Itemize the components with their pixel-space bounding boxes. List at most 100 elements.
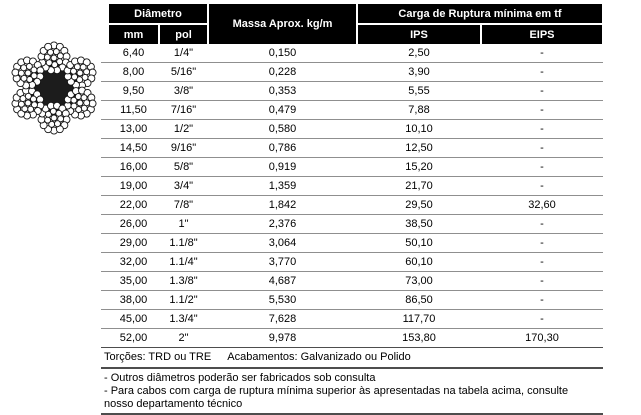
cell-ips: 7,88 xyxy=(408,104,430,116)
cell-pol: 3/8" xyxy=(173,85,194,97)
cell-eips: - xyxy=(540,313,544,325)
table-row: 8,00 5/16" 0,228 3,90 - xyxy=(101,63,603,82)
cell-ips: 15,20 xyxy=(405,161,433,173)
cell-eips: 170,30 xyxy=(525,332,559,344)
cell-mm: 35,00 xyxy=(119,275,148,287)
cell-mm: 52,00 xyxy=(119,332,148,344)
cell-massa: 0,353 xyxy=(268,85,297,97)
cell-mm: 13,00 xyxy=(119,123,148,135)
cell-eips: - xyxy=(540,237,544,249)
cell-eips: - xyxy=(540,85,544,97)
cell-pol: 9/16" xyxy=(170,142,197,154)
cell-ips: 29,50 xyxy=(405,199,433,211)
table-row: 38,00 1.1/2" 5,530 86,50 - xyxy=(101,291,603,310)
cell-eips: - xyxy=(540,275,544,287)
cell-eips: - xyxy=(540,180,544,192)
cell-mm: 19,00 xyxy=(119,180,148,192)
cell-eips: - xyxy=(540,218,544,230)
table-row: 14,50 9/16" 0,786 12,50 - xyxy=(101,139,603,158)
cell-mm: 22,00 xyxy=(119,199,148,211)
header-ips: IPS xyxy=(358,25,480,44)
wire-rope-cross-section-image xyxy=(11,41,97,135)
cell-pol: 1.3/4" xyxy=(169,313,198,325)
cell-eips: - xyxy=(540,161,544,173)
cell-pol: 1.3/8" xyxy=(169,275,198,287)
finishes-row: Torções: TRD ou TRE Acabamentos: Galvani… xyxy=(101,348,603,369)
cell-ips: 38,50 xyxy=(405,218,433,230)
cell-mm: 26,00 xyxy=(119,218,148,230)
table-row: 29,00 1.1/8" 3,064 50,10 - xyxy=(101,234,603,253)
cell-mm: 45,00 xyxy=(119,313,148,325)
table-row: 32,00 1.1/4" 3,770 60,10 - xyxy=(101,253,603,272)
header-pol: pol xyxy=(160,25,207,44)
table-row: 45,00 1.3/4" 7,628 117,70 - xyxy=(101,310,603,329)
acabamentos-text: Acabamentos: Galvanizado ou Polido xyxy=(227,351,411,363)
cell-massa: 3,064 xyxy=(268,237,297,249)
header-eips: EIPS xyxy=(482,25,602,44)
table-header: Diâmetro Massa Aprox. kg/m Carga de Rupt… xyxy=(109,4,602,44)
header-diametro: Diâmetro xyxy=(109,4,207,23)
cell-ips: 5,55 xyxy=(408,85,430,97)
cell-pol: 5/8" xyxy=(173,161,194,173)
cell-pol: 3/4" xyxy=(173,180,194,192)
cell-mm: 14,50 xyxy=(119,142,148,154)
spec-table: Diâmetro Massa Aprox. kg/m Carga de Rupt… xyxy=(101,4,603,415)
cell-massa: 5,530 xyxy=(268,294,297,306)
cell-ips: 3,90 xyxy=(408,66,430,78)
cell-mm: 8,00 xyxy=(122,66,145,78)
cell-massa: 4,687 xyxy=(268,275,297,287)
cell-ips: 117,70 xyxy=(402,313,436,325)
table-body: 6,40 1/4" 0,150 2,50-8,00 5/16" 0,228 3,90-9,5… xyxy=(101,44,603,348)
table-row: 11,50 7/16" 0,479 7,88 - xyxy=(101,101,603,120)
cell-mm: 32,00 xyxy=(119,256,148,268)
header-mm: mm xyxy=(109,25,158,44)
cell-ips: 10,10 xyxy=(405,123,433,135)
cell-mm: 11,50 xyxy=(120,104,147,116)
cell-massa: 1,842 xyxy=(268,199,297,211)
cell-eips: - xyxy=(540,294,544,306)
cell-pol: 7/16" xyxy=(170,104,197,116)
cell-massa: 1,359 xyxy=(268,180,297,192)
cell-massa: 3,770 xyxy=(268,256,297,268)
table-row: 9,50 3/8" 0,353 5,55 - xyxy=(101,82,603,101)
torcoes-text: Torções: TRD ou TRE xyxy=(104,351,212,363)
table-row: 19,00 3/4" 1,359 21,70 - xyxy=(101,177,603,196)
note-line: - Para cabos com carga de ruptura mínima… xyxy=(104,385,569,397)
cell-pol: 1" xyxy=(178,218,189,230)
cell-eips: 32,60 xyxy=(528,199,556,211)
cell-pol: 1/2" xyxy=(173,123,194,135)
notes-block: - Outros diâmetros poderão ser fabricado… xyxy=(101,369,603,415)
cell-ips: 153,80 xyxy=(402,332,436,344)
cell-pol: 1.1/2" xyxy=(169,294,198,306)
cell-mm: 29,00 xyxy=(119,237,148,249)
table-row: 16,00 5/8" 0,919 15,20 - xyxy=(101,158,603,177)
table-row: 26,00 1" 2,376 38,50 - xyxy=(101,215,603,234)
cell-eips: - xyxy=(540,256,544,268)
cell-pol: 7/8" xyxy=(173,199,194,211)
cell-massa: 0,150 xyxy=(268,47,297,59)
table-row: 52,00 2" 9,978 153,80 170,30 xyxy=(101,329,603,348)
cell-ips: 73,00 xyxy=(405,275,433,287)
cell-ips: 21,70 xyxy=(405,180,433,192)
cell-ips: 50,10 xyxy=(405,237,433,249)
cell-ips: 12,50 xyxy=(405,142,433,154)
cell-pol: 5/16" xyxy=(170,66,197,78)
cell-eips: - xyxy=(540,123,544,135)
cell-ips: 86,50 xyxy=(405,294,433,306)
cell-mm: 9,50 xyxy=(122,85,145,97)
cell-ips: 60,10 xyxy=(405,256,433,268)
header-carga: Carga de Ruptura mínima em tf xyxy=(358,4,602,23)
cell-massa: 9,978 xyxy=(268,332,297,344)
header-massa: Massa Aprox. kg/m xyxy=(209,4,356,44)
note-line: nosso departamento técnico xyxy=(104,398,243,410)
table-row: 35,00 1.3/8" 4,687 73,00 - xyxy=(101,272,603,291)
cell-mm: 38,00 xyxy=(119,294,148,306)
cell-massa: 0,580 xyxy=(268,123,297,135)
cell-ips: 2,50 xyxy=(408,47,430,59)
cell-mm: 16,00 xyxy=(119,161,148,173)
cell-massa: 2,376 xyxy=(268,218,297,230)
table-row: 6,40 1/4" 0,150 2,50 - xyxy=(101,44,603,63)
cell-massa: 0,479 xyxy=(268,104,297,116)
cell-pol: 1/4" xyxy=(173,47,194,59)
